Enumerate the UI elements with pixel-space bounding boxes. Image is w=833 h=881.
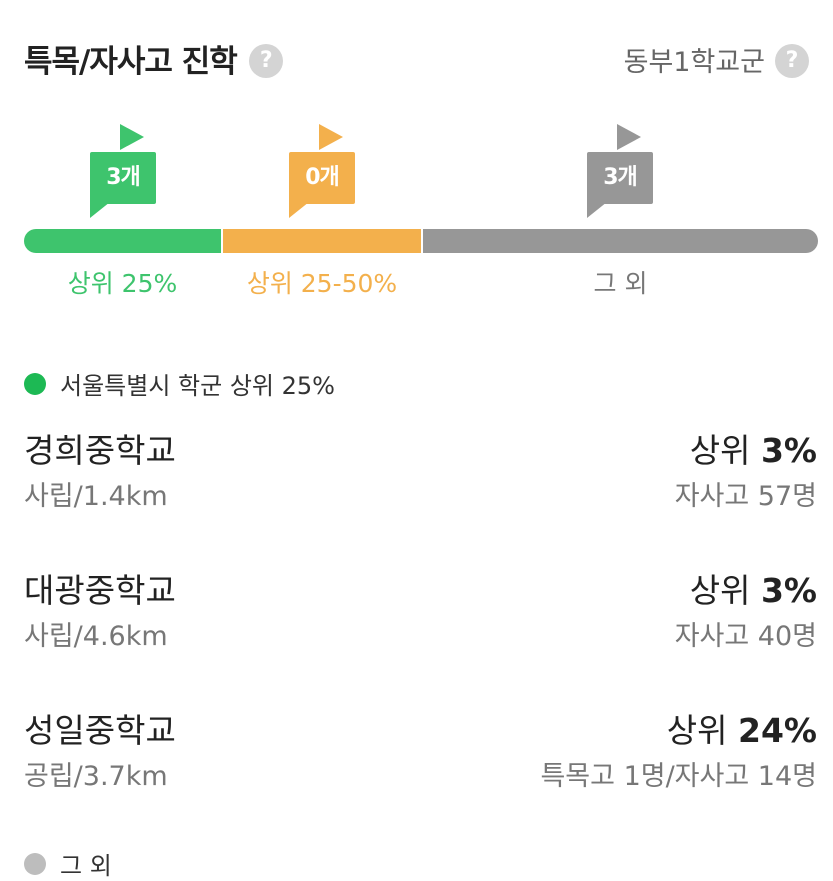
group-dot-icon (24, 373, 46, 395)
school-rank: 상위 24% (667, 704, 817, 752)
school-meta: 사립/4.6km (24, 621, 168, 652)
school-row[interactable]: 성일중학교 공립/3.7km 상위 24% 특목고 1명/자사고 14명 (24, 704, 817, 814)
section-header: 특목/자사고 진학? 동부1학교군? (24, 30, 809, 86)
school-name: 대광중학교 (24, 571, 176, 610)
tier-bar-others (423, 229, 818, 253)
school-stats: 자사고 57명 (674, 481, 817, 512)
school-stats: 특목고 1명/자사고 14명 (540, 761, 817, 792)
group-heading: 그 외 (24, 846, 112, 881)
help-icon[interactable]: ? (775, 43, 809, 78)
school-rank: 상위 3% (690, 424, 817, 472)
tier-count: 3개 (106, 165, 141, 190)
tier-bar-top25 (24, 229, 221, 253)
tier-label-top25-50: 상위 25-50% (246, 269, 398, 298)
school-meta: 공립/3.7km (24, 761, 168, 792)
tier-bar-top25-50 (223, 229, 421, 253)
school-row[interactable]: 대광중학교 사립/4.6km 상위 3% 자사고 40명 (24, 564, 817, 674)
group-label: 서울특별시 학군 상위 25% (60, 372, 335, 400)
region-label: 동부1학교군 (623, 47, 765, 78)
school-meta: 사립/1.4km (24, 481, 168, 512)
group-dot-icon (24, 853, 46, 875)
group-heading: 서울특별시 학군 상위 25% (24, 366, 335, 401)
school-stats: 자사고 40명 (674, 621, 817, 652)
rank-value: 3% (760, 571, 817, 610)
region-selector[interactable]: 동부1학교군? (624, 40, 809, 81)
tier-count: 3개 (603, 165, 638, 190)
tier-label-top25: 상위 25% (67, 269, 178, 298)
section-title-wrap: 특목/자사고 진학? (24, 36, 283, 81)
rank-prefix: 상위 (689, 571, 761, 610)
rank-prefix: 상위 (689, 431, 761, 470)
tier-count: 0개 (305, 165, 340, 190)
school-row[interactable]: 경희중학교 사립/1.4km 상위 3% 자사고 57명 (24, 424, 817, 534)
school-name: 성일중학교 (24, 711, 176, 750)
school-rank: 상위 3% (690, 564, 817, 612)
rank-value: 3% (760, 431, 817, 470)
rank-value: 24% (738, 711, 817, 750)
help-icon[interactable]: ? (248, 43, 283, 78)
tier-label-others: 그 외 (593, 269, 648, 298)
group-label: 그 외 (60, 852, 112, 880)
section-title: 특목/자사고 진학 (24, 44, 238, 80)
school-name: 경희중학교 (24, 431, 176, 470)
rank-prefix: 상위 (666, 711, 738, 750)
